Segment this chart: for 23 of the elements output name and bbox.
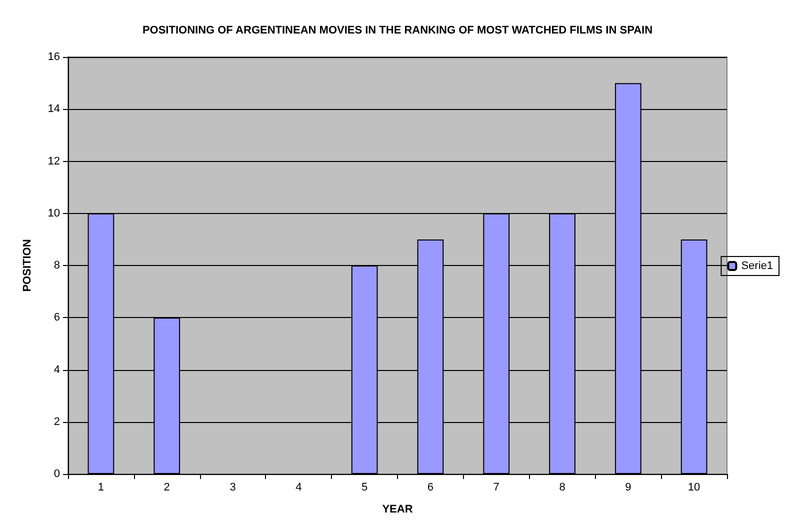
- y-tick-label: 2: [54, 416, 60, 428]
- x-tick-label: 8: [559, 482, 566, 494]
- y-tick-label: 6: [54, 312, 60, 324]
- x-axis-title: YEAR: [382, 504, 413, 516]
- x-tick-label: 9: [625, 482, 632, 494]
- y-axis-title: POSITION: [22, 239, 34, 292]
- y-tick-label: 0: [54, 468, 60, 480]
- y-tick-label: 16: [48, 51, 60, 63]
- y-tick-label: 14: [48, 103, 60, 116]
- x-tick-label: 4: [296, 482, 302, 494]
- legend-label: Serie1: [741, 260, 773, 272]
- x-tick-label: 3: [230, 482, 236, 494]
- x-tick-label: 5: [361, 482, 368, 494]
- y-tick-label: 10: [48, 207, 60, 220]
- y-tick-label: 8: [54, 260, 60, 272]
- x-tick-label: 1: [98, 482, 104, 494]
- y-tick-label: 4: [54, 364, 60, 376]
- y-tick-label: 12: [48, 155, 60, 168]
- chart-title: POSITIONING OF ARGENTINEAN MOVIES IN THE RANKING OF MOST WATCHED FILMS IN SPAIN: [142, 24, 653, 36]
- x-tick-label: 10: [688, 482, 700, 494]
- x-tick-label: 7: [493, 482, 500, 494]
- x-tick-label: 6: [427, 482, 434, 494]
- x-tick-label: 2: [164, 482, 170, 494]
